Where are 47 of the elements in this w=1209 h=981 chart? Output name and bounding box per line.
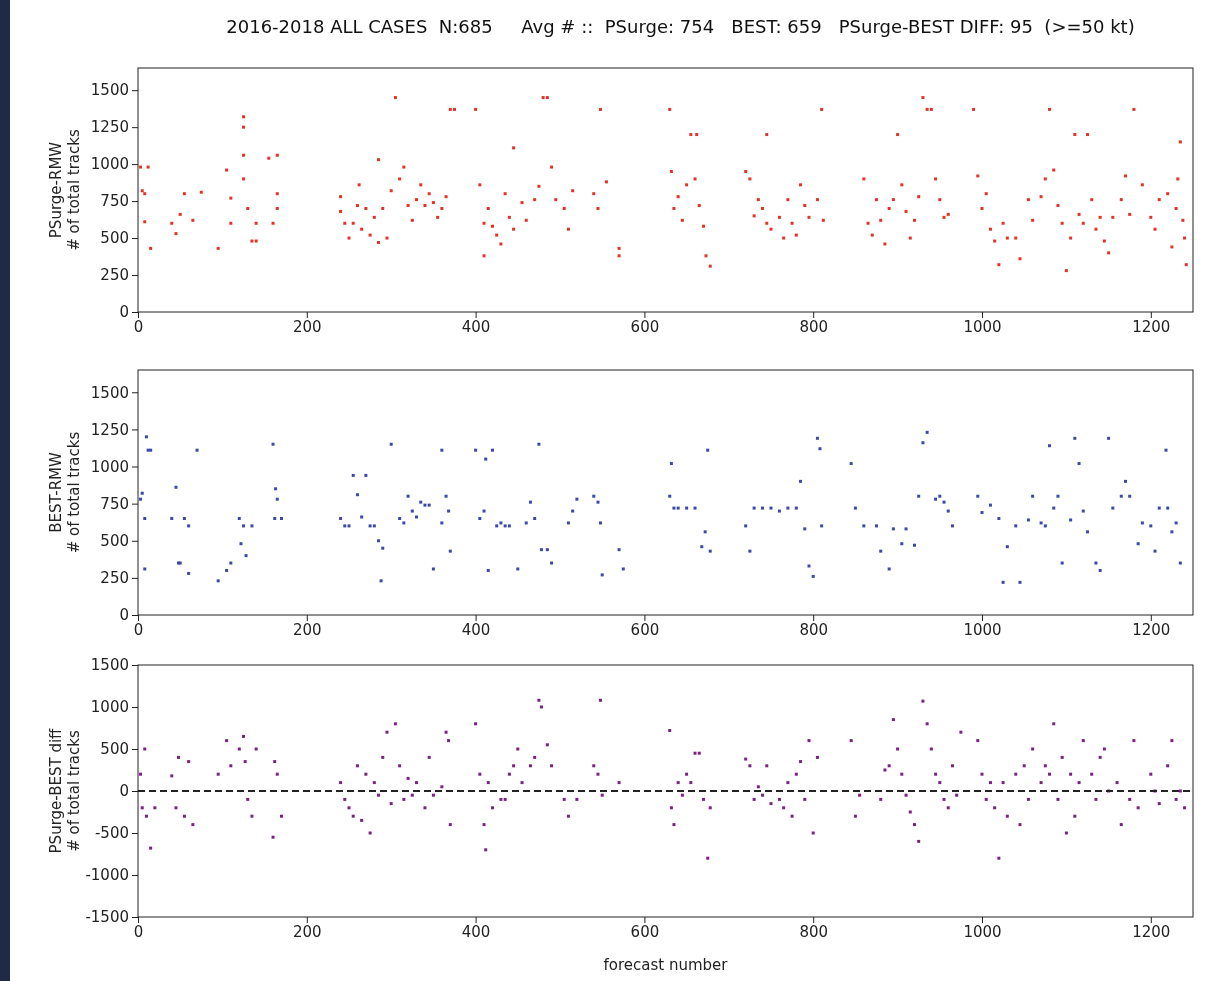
x-tick-label: 1200 — [1132, 922, 1171, 941]
y-tick-label: 1250 — [90, 118, 129, 137]
y-axis-title: PSurge-BEST diff # of total tracks — [47, 727, 83, 854]
chart-title: 2016-2018 ALL CASES N:685 Avg # :: PSurge: 754 BEST: 659 PSurge-BEST DIFF: 95 (>=50 kt) — [226, 16, 1135, 37]
y-tick-label: 500 — [100, 532, 129, 551]
y-tick-label: 0 — [119, 782, 129, 801]
y-tick-label: 1500 — [90, 81, 129, 100]
y-tick-label: 500 — [100, 229, 129, 248]
y-tick-label: 250 — [100, 266, 129, 285]
x-tick-label: 0 — [133, 922, 144, 941]
x-tick-label: 0 — [133, 620, 144, 639]
x-tick-label: 600 — [630, 317, 660, 336]
x-tick-label: 0 — [133, 317, 144, 336]
x-tick-label: 200 — [292, 620, 322, 639]
y-axis-title: BEST-RMW # of total tracks — [47, 431, 83, 554]
x-tick-label: 600 — [630, 620, 660, 639]
y-tick-label: 250 — [100, 569, 129, 588]
x-tick-label: 800 — [799, 317, 829, 336]
x-tick-label: 200 — [292, 317, 322, 336]
x-tick-label: 600 — [630, 922, 660, 941]
x-tick-label: 400 — [461, 922, 491, 941]
y-tick-label: 750 — [100, 192, 129, 211]
y-tick-label: 750 — [100, 494, 129, 513]
x-tick-label: 400 — [461, 620, 491, 639]
x-tick-label: 1000 — [963, 620, 1002, 639]
y-tick-label: -500 — [94, 824, 129, 843]
x-tick-label: 800 — [799, 922, 829, 941]
y-tick-label: 1000 — [90, 155, 129, 174]
y-tick-label: -1500 — [85, 908, 129, 927]
x-tick-label: 400 — [461, 317, 491, 336]
y-tick-label: -1000 — [85, 866, 129, 885]
y-tick-label: 1500 — [90, 383, 129, 402]
x-axis-title: forecast number — [603, 956, 729, 974]
x-tick-label: 1200 — [1132, 620, 1171, 639]
y-tick-label: 1000 — [90, 698, 129, 717]
x-tick-label: 200 — [292, 922, 322, 941]
x-tick-label: 1000 — [963, 317, 1002, 336]
y-axis-title: PSurge-RMW # of total tracks — [47, 129, 83, 251]
y-tick-label: 0 — [119, 606, 129, 625]
x-tick-label: 1000 — [963, 922, 1002, 941]
y-tick-label: 1000 — [90, 457, 129, 476]
x-tick-label: 800 — [799, 620, 829, 639]
y-tick-label: 500 — [100, 740, 129, 759]
y-tick-label: 1500 — [90, 656, 129, 675]
y-tick-label: 0 — [119, 303, 129, 322]
y-tick-label: 1250 — [90, 420, 129, 439]
x-tick-label: 1200 — [1132, 317, 1171, 336]
